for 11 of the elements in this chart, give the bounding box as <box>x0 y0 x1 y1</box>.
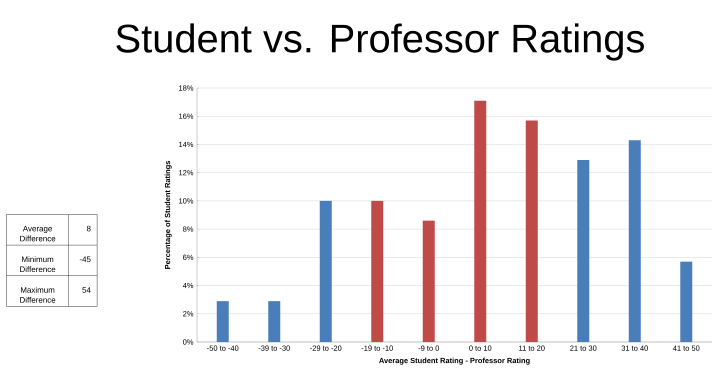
bar <box>422 220 435 342</box>
bar <box>577 160 590 342</box>
bar <box>474 100 486 342</box>
bar <box>526 120 538 342</box>
bar <box>268 301 280 342</box>
bar <box>628 140 641 342</box>
bar <box>371 200 384 342</box>
bar <box>216 301 229 342</box>
chart-title: Student vs. Professor Ratings <box>116 23 644 61</box>
bar <box>680 262 692 342</box>
bar <box>320 200 332 342</box>
